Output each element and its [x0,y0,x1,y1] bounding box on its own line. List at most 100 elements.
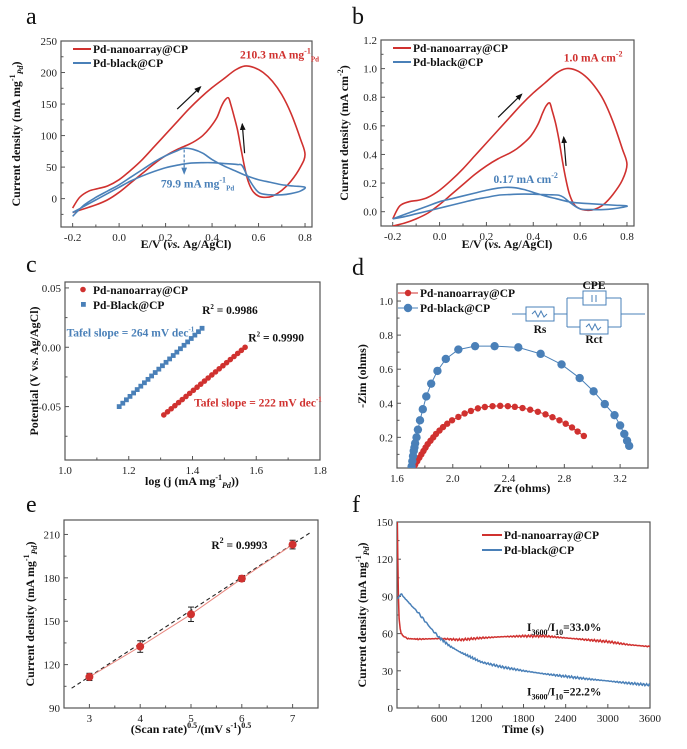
data-point [161,412,167,418]
y-tick-label: 120 [44,660,61,672]
x-tick-label: 1.6 [390,473,404,485]
legend-label: Pd-black@CP [93,58,163,70]
y-tick-label: 0.8 [363,92,377,104]
data-point [136,642,145,651]
equivalent-circuit-inset [512,290,645,335]
data-point [461,410,468,417]
plot-area [407,341,634,468]
data-point [514,343,523,352]
y-tick-label: 150 [41,99,58,111]
x-axis-label: Zre (ohms) [494,481,551,495]
plot-area [116,325,248,418]
y-tick-label: 1.2 [363,35,377,47]
x-tick-label: 1.8 [313,465,327,477]
tafel-slope-label: Tafel slope = 222 mV dec-1 [194,396,322,410]
data-point [227,356,234,363]
x-tick-label: -0.2 [64,232,81,244]
data-point [557,360,566,369]
data-point [190,387,197,394]
x-tick-label: 1.0 [58,465,72,477]
retention-annotation: I3600/I10=22.2% [527,687,601,702]
x-tick-label: 3000 [597,713,620,725]
y-tick-label: 0.05 [42,283,62,295]
x-tick-label: 5 [188,713,194,725]
data-point [209,372,215,378]
y-tick-label: 0.2 [379,432,393,444]
data-point [174,349,180,355]
data-point [615,421,625,430]
data-point [199,325,205,331]
series-line-Pd-nanoarray@CP [392,67,628,226]
y-tick-label: 200 [41,68,58,80]
y-tick-label: 0.2 [363,178,377,190]
data-point [238,347,245,354]
panel-b: b -0.2 0.0 0.2 0.4 0.6 0.8 0.0 0.2 0.4 0.6 0.8 1.0 1.… [336,4,635,251]
legend-label: Pd-nanoarray@CP [93,285,188,297]
series-line-Pd-black@CP [392,186,629,220]
y-tick-label: 0.8 [379,330,393,342]
data-point [85,672,94,681]
x-tick-label: 1.2 [122,465,136,477]
y-tick-label: 0.6 [363,121,377,133]
peak-annotation: 210.3 mA mg-1Pd [240,47,319,64]
data-point [511,403,519,411]
y-tick-label: 150 [44,616,61,628]
peak-annotation: 0.17 mA cm-2 [493,171,557,186]
scan-direction-arrow [239,122,246,154]
legend-label: Pd-black@CP [413,57,483,69]
data-point [444,420,451,427]
peak-annotation: 79.9 mA mg-1Pd [161,175,234,192]
data-point [142,380,147,386]
data-point [536,349,545,359]
x-tick-label: 1.4 [186,465,200,477]
data-point [185,339,191,345]
y-tick-label: 0.00 [42,342,62,354]
data-point [194,384,200,391]
y-tick-label: 50 [46,162,58,174]
x-tick-label: 3600 [639,713,662,725]
data-point [127,393,133,399]
data-point [418,405,427,414]
y-axis-label: Current density (mA mg-1Pd) [22,542,39,687]
plot-area [397,522,650,687]
y-tick-label: 0.0 [363,207,377,219]
data-point [223,359,230,366]
series-line-Pd-black@CP [72,147,307,217]
data-point [455,413,462,421]
plot-area [71,532,311,689]
x-tick-label: 0.0 [433,231,447,243]
data-point [181,342,187,348]
legend-marker [81,302,86,307]
circuit-label-cpe: CPE [583,280,606,292]
x-tick-label: 600 [431,713,448,725]
y-axis-label: -Zim (ohms) [355,344,369,408]
x-tick-label: 0.6 [252,232,266,244]
data-point [415,416,425,425]
panel-label: b [352,4,364,30]
data-point [170,353,176,358]
x-tick-label: 3.2 [613,473,627,485]
y-tick-label: 0.4 [379,398,393,410]
data-point [131,390,137,396]
panel-d: d 1.6 2.0 2.4 2.8 3.2 0.2 0.4 0.6 0.8 1.0 Zre (ohms… [352,255,649,495]
data-point [160,363,165,369]
data-point [237,574,246,583]
x-axis-label: E/V (vs. Ag/AgCl) [462,237,553,251]
y-tick-label: 100 [41,131,58,143]
scan-direction-arrow [176,86,202,110]
x-tick-label: 0.0 [112,232,126,244]
data-point [179,396,186,403]
data-point [562,420,569,427]
y-tick-label: 0 [388,703,394,715]
legend-marker [404,289,412,297]
y-tick-label: 120 [377,554,394,566]
panel-label: d [352,255,364,281]
y-tick-label: 210 [44,529,61,541]
y-tick-label: 90 [382,591,394,603]
legend-label: Pd-black@CP [420,303,490,315]
data-point [138,383,144,389]
panel-e: e 3 4 5 6 7 90 120 150 180 210 (Scan rate)0.5/(mV s… [22,492,319,736]
data-point [620,429,629,439]
legend-label: Pd-black@CP [504,545,574,557]
y-tick-label: 250 [41,36,58,48]
